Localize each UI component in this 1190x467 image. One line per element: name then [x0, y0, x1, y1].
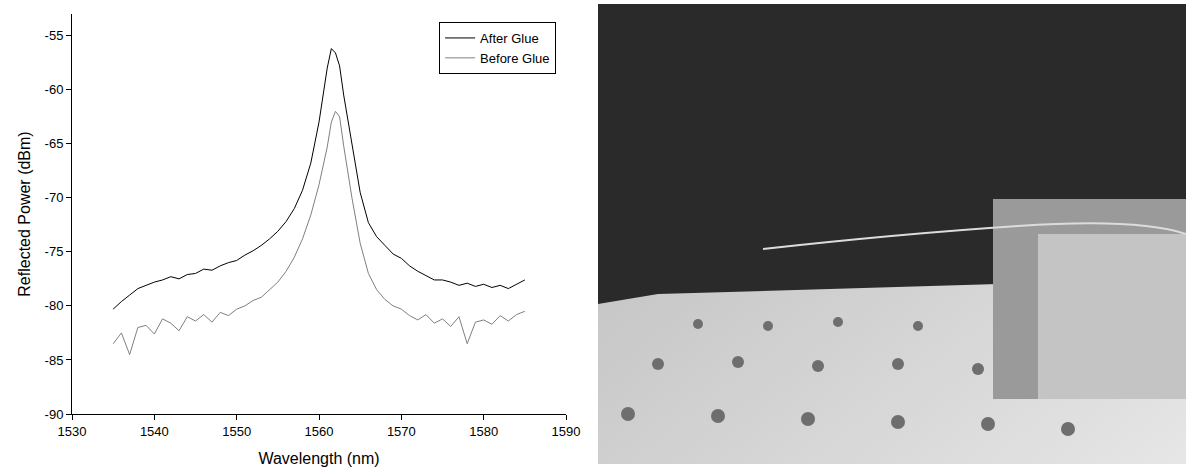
svg-text:1570: 1570 [387, 424, 416, 439]
svg-text:-55: -55 [45, 28, 64, 43]
svg-text:1530: 1530 [58, 424, 87, 439]
svg-text:1590: 1590 [552, 424, 581, 439]
svg-text:-60: -60 [45, 82, 64, 97]
svg-text:-75: -75 [45, 244, 64, 259]
svg-text:-85: -85 [45, 353, 64, 368]
svg-text:-80: -80 [45, 298, 64, 313]
svg-text:Reflected Power (dBm): Reflected Power (dBm) [16, 131, 33, 296]
svg-text:Before Glue: Before Glue [480, 51, 549, 66]
svg-text:1560: 1560 [305, 424, 334, 439]
svg-text:1550: 1550 [222, 424, 251, 439]
svg-text:-70: -70 [45, 190, 64, 205]
svg-text:-90: -90 [45, 407, 64, 422]
svg-text:1540: 1540 [140, 424, 169, 439]
svg-text:After Glue: After Glue [480, 31, 539, 46]
svg-text:-65: -65 [45, 136, 64, 151]
svg-text:1580: 1580 [469, 424, 498, 439]
svg-text:Wavelength (nm): Wavelength (nm) [258, 450, 379, 467]
